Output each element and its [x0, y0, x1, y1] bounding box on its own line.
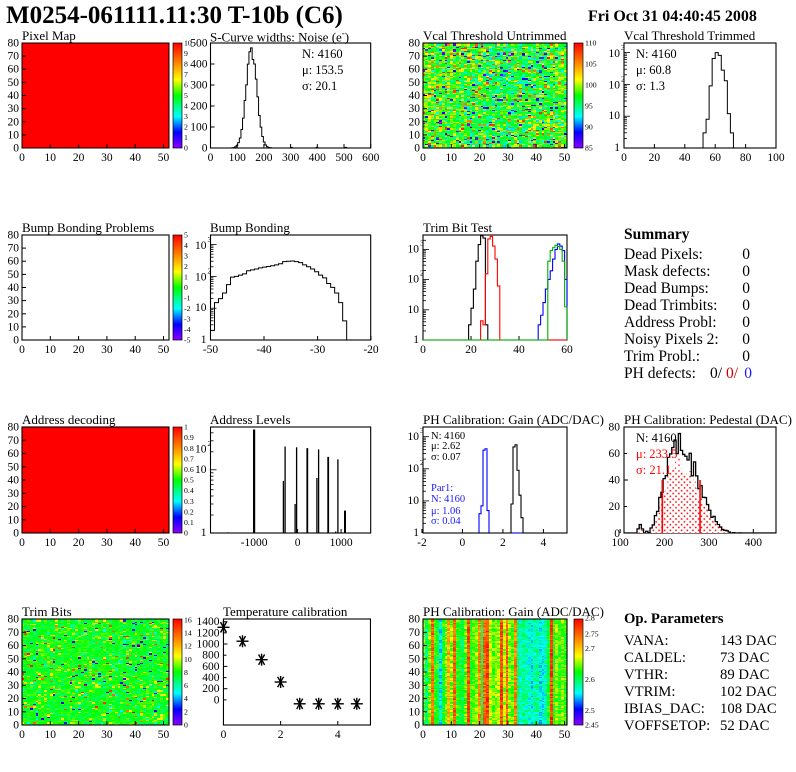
- svg-text:IBIAS_DAC:: IBIAS_DAC:: [624, 701, 705, 717]
- svg-text:143 DAC: 143 DAC: [720, 633, 777, 649]
- svg-text:Op. Parameters: Op. Parameters: [624, 611, 724, 627]
- svg-text:VANA:: VANA:: [624, 633, 669, 649]
- svg-text:VTHR:: VTHR:: [624, 667, 668, 683]
- svg-text:73 DAC: 73 DAC: [720, 650, 769, 666]
- svg-text:VTRIM:: VTRIM:: [624, 684, 675, 700]
- svg-text:VOFFSETOP:: VOFFSETOP:: [624, 718, 710, 734]
- svg-text:89 DAC: 89 DAC: [720, 667, 769, 683]
- svg-text:102 DAC: 102 DAC: [720, 684, 777, 700]
- svg-text:108 DAC: 108 DAC: [720, 701, 777, 717]
- svg-text:CALDEL:: CALDEL:: [624, 650, 686, 666]
- svg-text:52 DAC: 52 DAC: [720, 718, 769, 734]
